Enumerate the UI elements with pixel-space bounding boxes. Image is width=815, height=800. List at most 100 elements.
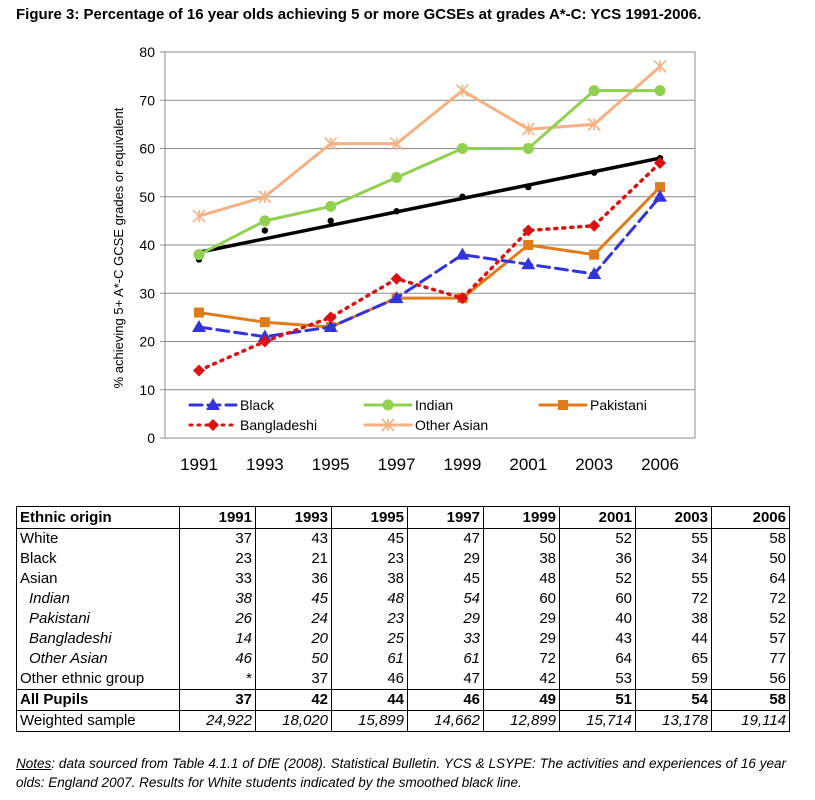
table-row: Other ethnic group * 37 46 47 42 53 59 56 xyxy=(16,669,790,690)
point-black xyxy=(521,257,536,270)
point-white xyxy=(327,217,334,225)
table-cell: 42 xyxy=(483,669,560,690)
y-axis-label: % achieving 5+ A*-C GCSE grades or equiv… xyxy=(111,107,126,388)
table-cell: 47 xyxy=(407,669,484,690)
table-cell: 18,020 xyxy=(255,710,332,732)
table-cell: 72 xyxy=(635,589,712,609)
table-row: Pakistani 26 24 23 29 29 40 38 52 xyxy=(16,609,790,629)
table-header-year: 1993 xyxy=(255,506,332,529)
y-tick-label: 60 xyxy=(139,141,155,157)
point-other-asian xyxy=(390,137,404,151)
table-cell: 72 xyxy=(483,649,560,669)
series-line-indian xyxy=(197,89,662,257)
table-cell: 29 xyxy=(407,549,484,569)
x-tick-label: 2003 xyxy=(575,455,613,474)
table-cell: 42 xyxy=(255,689,332,711)
table-cell: 52 xyxy=(711,609,790,629)
point-black xyxy=(587,266,602,279)
point-bangladeshi xyxy=(456,292,469,305)
table-cell: 20 xyxy=(255,629,332,649)
point-white xyxy=(590,169,598,176)
table-row: White 37 43 45 47 50 52 55 58 xyxy=(16,528,790,549)
table-cell: 38 xyxy=(331,569,408,589)
x-tick-label: 1997 xyxy=(378,455,416,474)
point-indian xyxy=(325,200,337,212)
table-cell: 64 xyxy=(559,649,636,669)
table-cell: 61 xyxy=(331,649,408,669)
point-pakistani xyxy=(523,240,534,250)
table-cell: 12,899 xyxy=(483,710,560,732)
row-label: White xyxy=(16,528,180,549)
point-black xyxy=(653,189,667,202)
point-pakistani xyxy=(655,182,665,193)
table-header-year: 1997 xyxy=(407,506,484,529)
table-header-year: 2006 xyxy=(711,506,790,529)
legend-marker-indian xyxy=(382,399,394,411)
point-bangladeshi xyxy=(654,156,666,169)
row-label: Pakistani xyxy=(16,609,180,629)
y-tick-label: 80 xyxy=(139,44,155,60)
table-cell: 60 xyxy=(559,589,636,609)
point-indian xyxy=(259,215,271,227)
table-cell: 34 xyxy=(635,549,712,569)
legend-marker-bangladeshi xyxy=(207,419,219,431)
table-header-year: 2003 xyxy=(635,506,712,529)
point-bangladeshi xyxy=(390,272,403,285)
point-black xyxy=(389,291,404,304)
point-bangladeshi xyxy=(588,219,601,232)
table-cell: 46 xyxy=(331,669,408,690)
table-cell: 43 xyxy=(255,528,332,549)
table-cell: 46 xyxy=(407,689,484,711)
table-cell: 47 xyxy=(407,528,484,549)
table-cell: 26 xyxy=(179,609,256,629)
table-cell: 58 xyxy=(711,689,790,711)
table-row: All Pupils 37 42 44 46 49 51 54 58 xyxy=(16,689,790,711)
row-label: Asian xyxy=(16,569,180,589)
table-cell: 29 xyxy=(483,609,560,629)
point-white xyxy=(525,183,532,191)
point-other-asian xyxy=(324,137,338,151)
series-line-black xyxy=(197,195,662,339)
table-cell: 56 xyxy=(711,669,790,690)
legend-label-pakistani: Pakistani xyxy=(590,397,647,413)
point-white xyxy=(459,193,466,200)
y-tick-label: 40 xyxy=(139,237,155,253)
y-tick-label: 0 xyxy=(147,430,155,446)
point-black xyxy=(192,320,206,333)
point-indian xyxy=(456,143,468,154)
row-label: Other Asian xyxy=(16,649,180,669)
table-cell: 23 xyxy=(331,549,408,569)
point-pakistani xyxy=(259,317,270,328)
table-row: Black 23 21 23 29 38 36 34 50 xyxy=(16,549,790,569)
point-other-asian xyxy=(192,209,206,223)
y-tick-label: 70 xyxy=(139,92,155,108)
table-row: Indian 38 45 48 54 60 60 72 72 xyxy=(16,589,790,609)
point-indian xyxy=(193,249,205,261)
table-header-row: Ethnic origin 1991 1993 1995 1997 1999 2001 200… xyxy=(16,506,790,529)
notes-text: : data sourced from Table 4.1.1 of DfE (… xyxy=(16,756,786,790)
table-cell: 64 xyxy=(711,569,790,589)
legend-label-indian: Indian xyxy=(415,397,453,413)
point-indian xyxy=(522,143,534,154)
table-cell: 33 xyxy=(407,629,484,649)
table-row: Other Asian 46 50 61 61 72 64 65 77 xyxy=(16,649,790,669)
table-cell: 44 xyxy=(635,629,712,649)
table-cell: 50 xyxy=(711,549,790,569)
table-cell: 52 xyxy=(559,528,636,549)
table-cell: 33 xyxy=(179,569,256,589)
row-label: Other ethnic group xyxy=(16,669,180,690)
white-trend-line xyxy=(198,156,661,254)
point-white xyxy=(393,208,400,215)
point-other-asian xyxy=(521,122,535,136)
table-cell: 19,114 xyxy=(711,710,790,732)
point-other-asian xyxy=(258,190,272,204)
table-cell: 38 xyxy=(179,589,256,609)
table-cell: 37 xyxy=(179,528,256,549)
table-cell: 44 xyxy=(331,689,408,711)
point-indian xyxy=(654,85,666,97)
table-cell: 51 xyxy=(559,689,636,711)
y-tick-label: 10 xyxy=(139,382,155,398)
y-tick-label: 20 xyxy=(139,334,155,350)
table-cell: 48 xyxy=(483,569,560,589)
series-line-pakistani xyxy=(197,185,662,329)
